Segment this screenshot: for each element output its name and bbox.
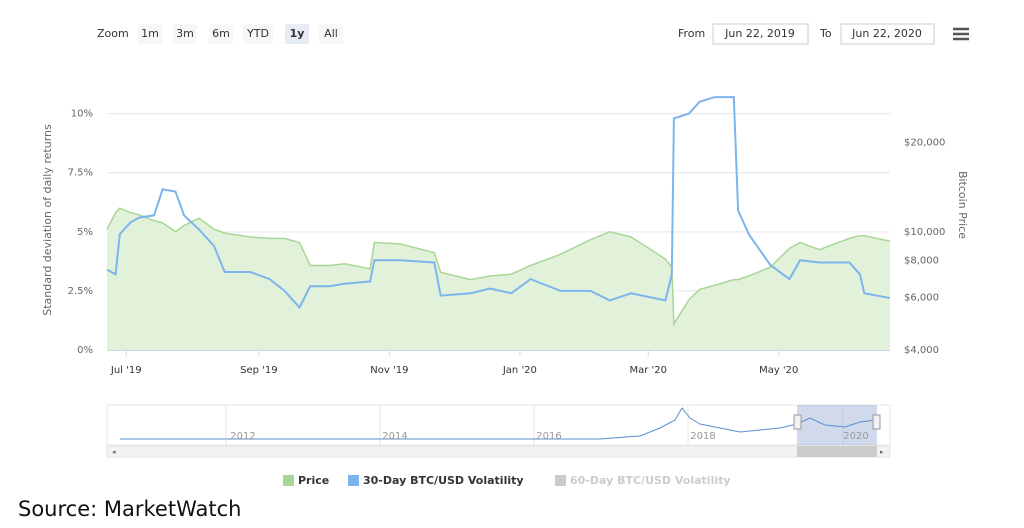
to-label: To (819, 27, 832, 40)
zoom-button[interactable] (138, 24, 162, 44)
to-date[interactable]: Jun 22, 2020 (851, 27, 922, 40)
from-date[interactable]: Jun 22, 2019 (724, 27, 795, 40)
zoom-button-label[interactable]: 6m (212, 27, 230, 40)
y2-tick-label: $20,000 (904, 137, 945, 148)
price-line (106, 207, 891, 327)
from-label: From (678, 27, 705, 40)
y-axis-title: Standard deviation of daily returns (41, 124, 54, 316)
zoom-button-label[interactable]: YTD (246, 27, 269, 40)
x-tick-label: Nov '19 (370, 365, 408, 376)
y-tick-label: 2.5% (68, 286, 93, 297)
legend-label[interactable]: 30-Day BTC/USD Volatility (363, 474, 524, 487)
navigator-label: 2014 (382, 431, 407, 442)
source-note: Source: MarketWatch (18, 497, 241, 521)
to-input[interactable] (840, 23, 935, 45)
y-tick-label: 5% (77, 227, 93, 238)
navigator-labels: 2012 2014 2016 2018 2020 (230, 431, 868, 442)
legend-label[interactable]: 60-Day BTC/USD Volatility (570, 474, 731, 487)
y2-tick-label: $8,000 (904, 256, 939, 267)
svg-text:◂: ◂ (112, 448, 116, 456)
y2-axis-title: Bitcoin Price (956, 171, 969, 239)
navigator: ◂ ▸ (106, 404, 891, 458)
legend-swatch[interactable] (555, 475, 566, 486)
navigator-label: 2012 (230, 431, 255, 442)
navigator-label: 2018 (690, 431, 715, 442)
y2-tick-label: $6,000 (904, 293, 939, 304)
zoom-button[interactable] (173, 24, 197, 44)
menu-button[interactable] (953, 27, 969, 41)
zoom-button-label[interactable]: All (324, 27, 338, 40)
zoom-button-label[interactable]: 1m (141, 27, 159, 40)
from-input[interactable] (712, 23, 809, 45)
zoom-button[interactable] (209, 24, 233, 44)
y-tick-label: 10% (71, 109, 93, 120)
zoom-button-label[interactable]: 1y (290, 27, 305, 40)
x-tick-label: Sep '19 (240, 365, 278, 376)
y2-tick-label: $10,000 (904, 227, 945, 238)
zoom-button[interactable] (285, 24, 309, 44)
y-tick-label: 7.5% (68, 168, 93, 179)
price-area-fill (107, 208, 890, 350)
legend-swatch[interactable] (348, 475, 359, 486)
legend-label[interactable]: Price (298, 474, 329, 487)
legend-swatch[interactable] (283, 475, 294, 486)
legend: Price 30-Day BTC/USD Volatility 60-Day BTC… (283, 474, 731, 487)
svg-text:▸: ▸ (880, 448, 884, 456)
zoom-button[interactable] (319, 24, 343, 44)
y2-tick-label: $4,000 (904, 345, 939, 356)
navigator-label: 2020 (843, 431, 868, 442)
zoom-label: Zoom (97, 27, 129, 40)
y-tick-label: 0% (77, 345, 93, 356)
zoom-button[interactable] (243, 24, 273, 44)
x-tick-label: Mar '20 (629, 365, 667, 376)
zoom-buttons: 1m 3m 6m YTD 1y All (138, 24, 343, 44)
zoom-button-label[interactable]: 3m (176, 27, 194, 40)
navigator-label: 2016 (536, 431, 561, 442)
volatility-line (106, 96, 891, 310)
x-tick-label: Jul '19 (110, 365, 142, 376)
x-tick-label: Jan '20 (502, 365, 537, 376)
x-tick-label: May '20 (759, 365, 798, 376)
